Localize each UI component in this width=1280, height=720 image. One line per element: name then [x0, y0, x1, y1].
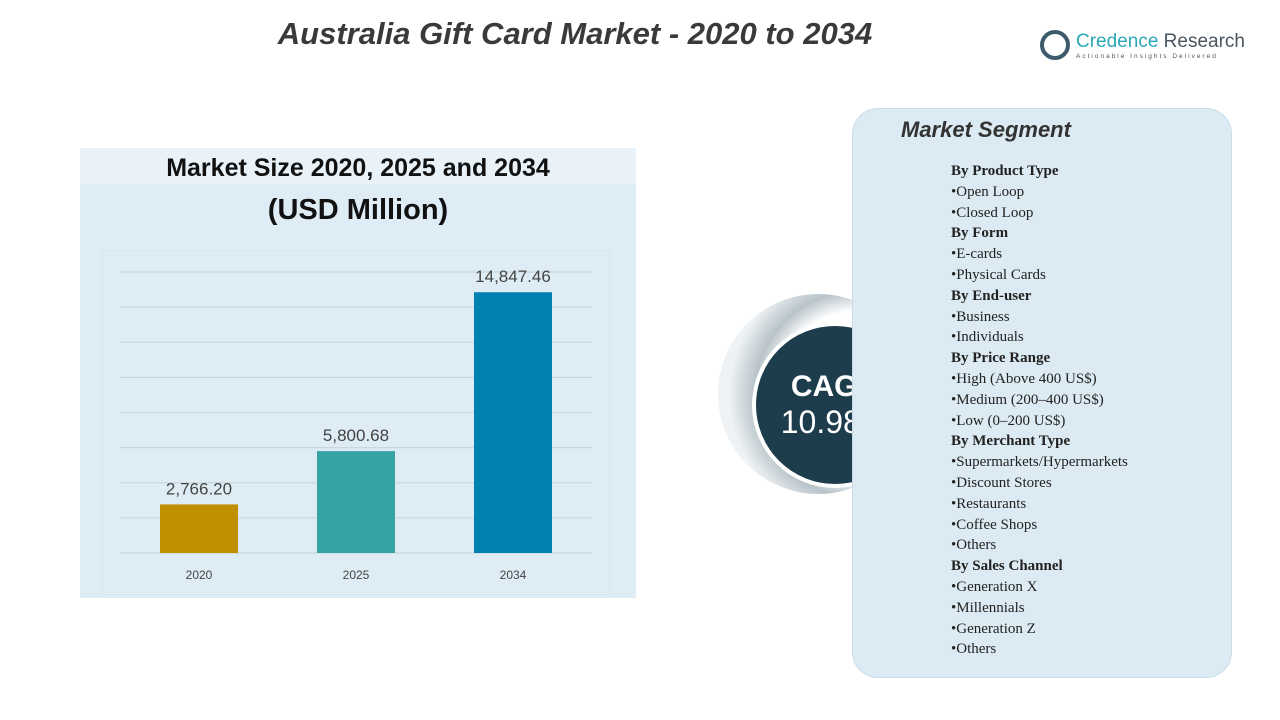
logo-tagline: Actionable Insights Delivered — [1076, 52, 1218, 60]
segment-heading: By Price Range — [951, 350, 1051, 367]
panel-heading: Market Size 2020, 2025 and 2034 — [80, 148, 636, 184]
logo-name-a: Credence — [1076, 30, 1159, 52]
segment-item: •Individuals — [951, 329, 1024, 346]
segment-item: •Physical Cards — [951, 266, 1046, 283]
x-tick-label: 2025 — [343, 568, 370, 582]
segment-heading: By End-user — [951, 287, 1032, 304]
segment-title: Market Segment — [901, 117, 1071, 142]
segment-item: •Others — [951, 641, 997, 658]
x-tick-label: 2034 — [500, 568, 527, 582]
segment-item: •Restaurants — [951, 495, 1027, 512]
segment-item: •Discount Stores — [951, 474, 1052, 491]
segment-item: •High (Above 400 US$) — [951, 370, 1097, 387]
market-segment-panel: Market Segment By Product Type •Open Loop… — [852, 108, 1232, 678]
bar-chart: 2,766.20 2020 5,800.68 2025 14,847.46 2034 — [102, 250, 610, 595]
bar-2020 — [160, 504, 238, 553]
segment-item: •Coffee Shops — [951, 516, 1038, 533]
bar-2034 — [474, 292, 552, 553]
data-label: 14,847.46 — [475, 267, 551, 286]
data-label: 5,800.68 — [323, 426, 389, 445]
logo-icon — [1040, 30, 1070, 60]
segment-item: •Millennials — [951, 599, 1025, 616]
segment-item: •Generation X — [951, 578, 1038, 595]
segment-item: •Medium (200–400 US$) — [951, 391, 1104, 408]
segment-heading: By Merchant Type — [951, 433, 1071, 450]
bar-2025 — [317, 451, 395, 553]
panel-unit: (USD Million) — [267, 194, 449, 226]
segment-item: •Others — [951, 537, 997, 554]
logo-name-b: Research — [1158, 30, 1245, 52]
segment-item: •Low (0–200 US$) — [951, 412, 1066, 429]
segment-heading: By Form — [951, 225, 1009, 242]
segment-item: •Open Loop — [951, 183, 1025, 200]
segment-item: •Closed Loop — [951, 204, 1034, 221]
x-tick-label: 2020 — [186, 568, 213, 582]
segment-heading: By Product Type — [951, 163, 1059, 179]
segment-item: •Business — [951, 308, 1010, 325]
logo: Credence Research Actionable Insights De… — [1040, 30, 1245, 60]
data-label: 2,766.20 — [166, 479, 232, 498]
page-title: Australia Gift Card Market - 2020 to 203… — [277, 16, 873, 51]
segment-item: •Supermarkets/Hypermarkets — [951, 454, 1128, 471]
segment-item: •Generation Z — [951, 620, 1036, 637]
segment-list: By Product Type •Open Loop •Closed Loop By … — [951, 161, 1128, 660]
segment-heading: By Sales Channel — [951, 558, 1063, 575]
segment-item: •E-cards — [951, 246, 1003, 263]
